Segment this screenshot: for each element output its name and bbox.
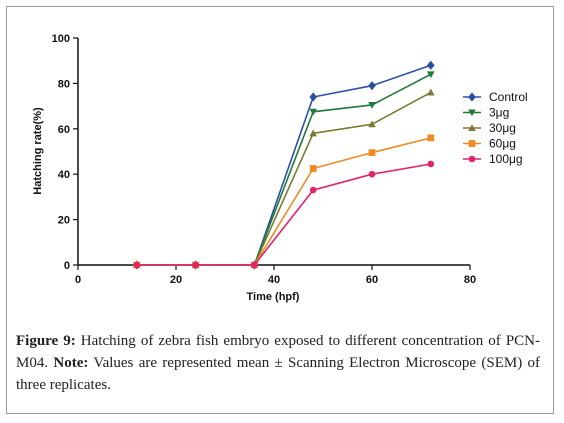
data-point — [309, 108, 317, 116]
legend-marker — [468, 155, 476, 163]
data-point — [427, 160, 435, 168]
data-point — [251, 261, 258, 269]
legend-marker — [468, 124, 476, 131]
figure-caption: Figure 9: Hatching of zebra fish embryo … — [16, 330, 540, 396]
x-tick-label: 40 — [268, 274, 280, 286]
chart-ticks: 0 20 40 60 80 100 0 20 40 60 80 — [52, 33, 476, 286]
data-point — [368, 170, 376, 178]
data-point — [309, 186, 317, 194]
x-tick-label: 60 — [366, 274, 378, 286]
figure-text: Hatching of zebra fish embryo exposed to… — [16, 333, 541, 371]
series-5 — [133, 160, 435, 269]
data-point — [192, 261, 199, 269]
y-tick-label: 60 — [58, 124, 70, 136]
y-axis-title: Hatching rate(%) — [32, 107, 44, 195]
data-point — [133, 261, 141, 269]
data-point — [309, 165, 317, 172]
data-point — [427, 71, 435, 79]
data-point — [368, 81, 376, 91]
series-4 — [133, 134, 435, 269]
legend-label: 30μg — [489, 121, 516, 135]
note-label: Note: — [53, 355, 89, 371]
chart-series — [133, 60, 435, 270]
series-1 — [133, 60, 435, 270]
legend-label: 60μg — [489, 137, 516, 151]
y-tick-label: 100 — [52, 33, 70, 45]
x-tick-label: 20 — [170, 274, 182, 286]
note-text: Values are represented mean ± Scanning E… — [16, 355, 540, 393]
series-line — [136, 73, 432, 266]
legend-item: Control — [463, 90, 528, 104]
series-line — [136, 137, 431, 266]
data-point — [368, 120, 376, 128]
data-point — [427, 88, 435, 96]
legend-label: 100μg — [489, 152, 523, 166]
series-line — [136, 163, 431, 266]
legend-item: 3μg — [463, 106, 509, 120]
y-tick-label: 80 — [58, 78, 70, 90]
data-point — [427, 134, 435, 142]
legend-item: 30μg — [463, 121, 516, 135]
data-point — [427, 60, 435, 70]
data-point — [309, 129, 317, 137]
y-tick-label: 40 — [58, 169, 70, 181]
series-3 — [133, 88, 435, 268]
data-point — [368, 101, 376, 109]
legend-label: 3μg — [489, 106, 509, 120]
figure-label: Figure 9: — [16, 333, 76, 349]
legend-item: 60μg — [463, 137, 516, 151]
legend-marker — [468, 92, 476, 102]
x-axis-title: Time (hpf) — [247, 291, 300, 303]
x-tick-label: 80 — [464, 274, 476, 286]
data-point — [309, 92, 317, 102]
series-line — [136, 64, 432, 266]
data-point — [368, 149, 376, 157]
figure-frame — [6, 6, 554, 414]
y-tick-label: 20 — [58, 215, 70, 227]
legend-label: Control — [489, 90, 528, 104]
x-tick-label: 0 — [75, 274, 81, 286]
y-tick-label: 0 — [64, 260, 70, 272]
legend-marker — [468, 109, 476, 117]
legend-item: 100μg — [463, 152, 523, 166]
series-2 — [133, 71, 435, 269]
legend-marker — [468, 140, 476, 147]
